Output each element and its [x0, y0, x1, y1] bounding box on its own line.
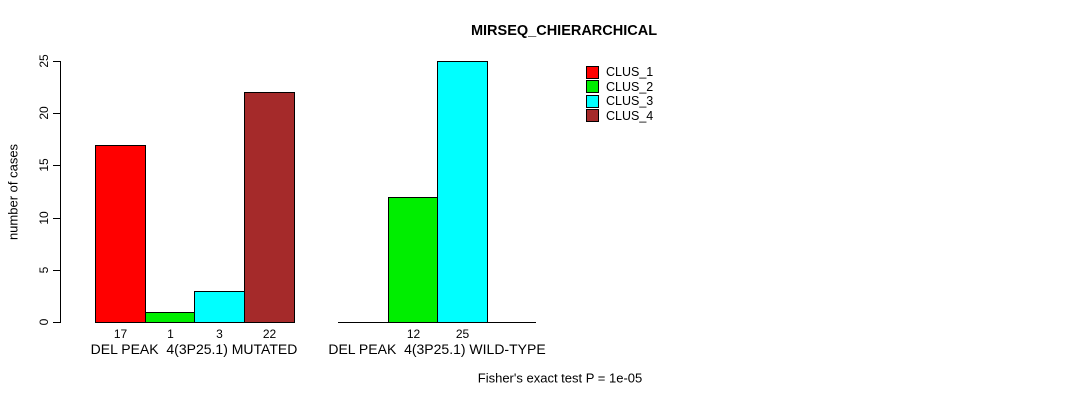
bar-value-label: 12	[406, 327, 421, 341]
bar-value-label: 25	[455, 327, 470, 341]
x-group-label: DEL PEAK 4(3P25.1) MUTATED	[90, 341, 298, 357]
annotation-text: Fisher's exact test P = 1e-05	[477, 370, 643, 386]
bar-value-label: 3	[216, 327, 223, 341]
legend-swatch-clus_1	[586, 65, 599, 79]
y-axis-label: number of cases	[5, 143, 21, 241]
legend-item: CLUS_1	[586, 65, 653, 80]
legend-label: CLUS_1	[606, 65, 654, 80]
y-tick-label: 20	[37, 106, 51, 120]
x-group-label: DEL PEAK 4(3P25.1) WILD-TYPE	[328, 341, 546, 357]
legend-label: CLUS_2	[606, 79, 654, 94]
bar-clus_1-group1	[95, 145, 146, 323]
legend-swatch-clus_3	[586, 94, 599, 108]
y-tick-label: 15	[37, 158, 51, 172]
y-tick-mark	[53, 165, 60, 166]
legend-item: CLUS_2	[586, 80, 653, 95]
legend-swatch-clus_2	[586, 80, 599, 94]
legend: CLUS_1 CLUS_2 CLUS_3 CLUS_4	[586, 65, 653, 123]
legend-swatch-clus_4	[586, 109, 599, 123]
bar-clus_3-group1	[194, 291, 245, 323]
y-tick-label: 10	[37, 211, 51, 225]
bar-value-label: 22	[262, 327, 277, 341]
y-tick-mark	[53, 270, 60, 271]
bar-clus_2-group1	[145, 312, 196, 323]
y-tick-mark	[53, 322, 60, 323]
y-tick-mark	[53, 113, 60, 114]
legend-label: CLUS_3	[606, 94, 654, 109]
y-tick-mark	[53, 218, 60, 219]
y-tick-label: 0	[37, 318, 51, 326]
legend-item: CLUS_4	[586, 109, 653, 124]
y-tick-label: 5	[37, 266, 51, 274]
bar-value-label: 1	[167, 327, 174, 341]
bar-clus_3-group2	[437, 61, 488, 323]
chart-title: MIRSEQ_CHIERARCHICAL	[470, 23, 658, 39]
bar-clus_2-group2	[388, 197, 439, 323]
y-tick-mark	[53, 61, 60, 62]
y-axis-line	[60, 61, 61, 323]
y-tick-label: 25	[37, 54, 51, 68]
legend-item: CLUS_3	[586, 94, 653, 109]
legend-label: CLUS_4	[606, 108, 654, 123]
bar-value-label: 17	[113, 327, 128, 341]
bar-clus_4-group1	[244, 92, 295, 323]
